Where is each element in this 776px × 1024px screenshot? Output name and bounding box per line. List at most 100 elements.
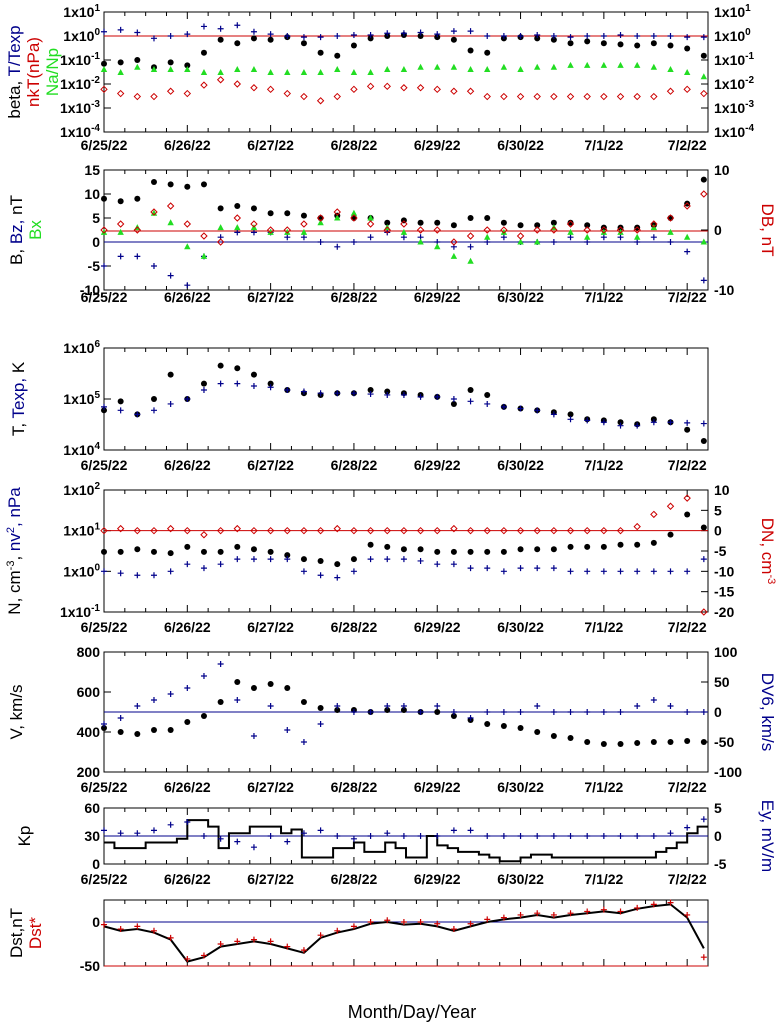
data-point — [517, 565, 524, 572]
panel-p2: 6/25/22 6/26/22 6/27/22 6/28/22 6/29/22 6/30/… — [7, 162, 776, 305]
data-point — [267, 69, 274, 76]
data-point — [516, 92, 525, 101]
data-point — [700, 608, 708, 616]
data-point — [400, 30, 407, 37]
y2-tick-label: 0 — [714, 523, 722, 539]
data-point — [400, 707, 407, 713]
data-point — [450, 827, 457, 834]
data-point — [484, 215, 491, 221]
y-tick-label: 1x100 — [63, 27, 100, 44]
data-point — [384, 830, 391, 837]
data-point — [217, 69, 224, 76]
data-point — [101, 60, 107, 67]
data-point — [634, 422, 641, 429]
data-point — [650, 92, 658, 101]
data-point — [400, 220, 408, 228]
x-tick-label: 6/25/22 — [81, 137, 128, 153]
data-point — [617, 32, 624, 39]
data-point — [300, 69, 308, 76]
data-point — [450, 252, 458, 259]
data-point — [566, 220, 575, 228]
data-point — [417, 833, 424, 839]
data-point — [334, 703, 341, 709]
data-point — [500, 234, 507, 241]
data-point — [667, 215, 674, 221]
data-point — [134, 703, 141, 709]
data-point — [584, 239, 591, 245]
data-point — [700, 739, 707, 745]
data-point — [300, 556, 307, 563]
data-point — [317, 827, 324, 834]
data-point — [683, 233, 691, 240]
data-point — [467, 215, 474, 221]
data-point — [350, 85, 358, 94]
data-point — [633, 92, 641, 101]
y-axis-label: V, km/s — [7, 684, 26, 739]
data-point — [500, 568, 507, 575]
data-point — [500, 33, 507, 39]
data-point — [600, 226, 608, 234]
data-point — [517, 222, 524, 229]
data-point — [684, 419, 691, 426]
data-point — [634, 904, 641, 911]
data-point — [567, 234, 574, 241]
data-point — [350, 526, 358, 535]
data-point — [367, 391, 374, 398]
y2-tick-label: 0 — [714, 704, 722, 720]
data-point — [350, 390, 357, 397]
x-tick-label: 6/28/22 — [331, 137, 378, 153]
data-point — [334, 561, 341, 568]
data-point — [167, 219, 174, 226]
data-point — [150, 548, 157, 555]
data-point — [616, 92, 625, 101]
data-point — [283, 526, 291, 535]
data-point — [233, 214, 242, 222]
data-point — [567, 543, 574, 550]
y2-tick-label: -100 — [714, 764, 742, 780]
data-point — [150, 697, 157, 703]
data-point — [417, 709, 424, 715]
data-point — [300, 388, 307, 395]
data-point — [101, 548, 107, 555]
data-point — [700, 52, 707, 59]
data-point — [217, 548, 224, 555]
data-point — [617, 61, 624, 68]
data-point — [300, 234, 307, 241]
data-point — [250, 382, 257, 389]
data-point — [534, 703, 541, 709]
y-tick-label: 5 — [92, 210, 100, 226]
data-point — [117, 398, 124, 405]
data-point — [350, 709, 357, 715]
data-point — [383, 526, 391, 535]
data-point — [184, 396, 191, 402]
data-point — [300, 228, 308, 235]
data-point — [534, 238, 541, 245]
data-point — [350, 215, 357, 221]
data-point — [417, 919, 424, 925]
data-point — [184, 719, 191, 725]
data-point — [567, 40, 574, 47]
data-point — [267, 556, 274, 563]
data-point — [250, 66, 258, 73]
series-dst- — [101, 899, 707, 962]
data-point — [484, 916, 491, 923]
data-point — [133, 226, 142, 234]
data-point — [250, 936, 257, 943]
data-point — [184, 543, 191, 550]
data-point — [300, 40, 307, 47]
data-point — [534, 222, 541, 229]
data-point — [650, 739, 657, 745]
y-tick-label: 60 — [84, 800, 100, 816]
series-texp — [101, 380, 707, 429]
data-point — [267, 210, 274, 217]
y2-tick-label: 1x101 — [714, 3, 751, 20]
data-point — [450, 63, 458, 70]
data-point — [184, 62, 191, 69]
data-point — [434, 920, 441, 927]
data-point — [166, 202, 175, 210]
data-point — [633, 522, 641, 531]
x-tick-label: 6/27/22 — [247, 457, 294, 473]
data-point — [233, 80, 242, 88]
data-point — [283, 89, 291, 98]
